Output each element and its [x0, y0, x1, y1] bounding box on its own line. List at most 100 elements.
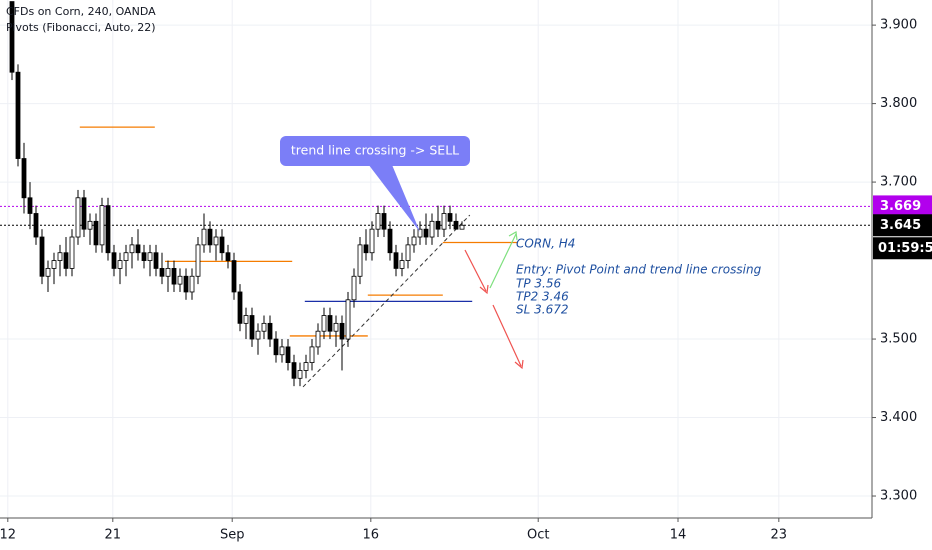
- candle-body: [399, 260, 405, 269]
- notes: CORN, H4 Entry: Pivot Point and trend li…: [516, 237, 762, 317]
- y-tick-label: 3.900: [880, 18, 917, 33]
- y-tick-label: 3.700: [880, 175, 917, 190]
- candle-body: [387, 228, 393, 254]
- candle-body: [213, 236, 219, 246]
- callout-text: trend line crossing -> SELL: [291, 143, 459, 158]
- candle-body: [81, 197, 87, 230]
- candle-body: [273, 338, 279, 356]
- candle-body: [249, 315, 255, 340]
- candle-body: [441, 213, 447, 230]
- x-tick-label: 16: [363, 528, 380, 543]
- price-axis-bg: [872, 0, 932, 550]
- x-tick-label: Sep: [220, 528, 245, 543]
- candle-body: [327, 315, 333, 332]
- candle-body: [411, 236, 417, 246]
- candle-body: [15, 71, 21, 159]
- candle-body: [171, 268, 177, 285]
- candle-body: [459, 224, 465, 230]
- candle-body: [267, 322, 273, 340]
- candle-body: [381, 213, 387, 230]
- candle-body: [39, 236, 45, 277]
- candle-body: [237, 291, 243, 324]
- candle-body: [447, 213, 453, 222]
- candle-body: [111, 252, 117, 269]
- candle-body: [261, 322, 267, 332]
- callout: trend line crossing -> SELL: [280, 136, 470, 232]
- candle-body: [147, 252, 153, 261]
- candle-body: [369, 228, 375, 254]
- x-tick-label: 21: [105, 528, 122, 543]
- candle-body: [375, 213, 381, 230]
- candle-body: [453, 220, 459, 230]
- trend-line: [302, 214, 471, 388]
- candle-body: [99, 205, 105, 246]
- y-tick-label: 3.400: [880, 410, 917, 425]
- candle-body: [69, 236, 75, 269]
- candle-body: [255, 330, 261, 340]
- y-tick-label: 3.500: [880, 332, 917, 347]
- candle-body: [405, 244, 411, 261]
- candle-body: [423, 228, 429, 238]
- arrow: [489, 233, 517, 289]
- arrow-head: [479, 284, 489, 295]
- candle-body: [9, 1, 15, 73]
- candle-body: [201, 228, 207, 246]
- candle-body: [123, 252, 129, 261]
- chart-subtitle: Pivots (Fibonacci, Auto, 22): [6, 21, 156, 34]
- alert-label: 3.669: [880, 199, 921, 214]
- candle-body: [231, 260, 237, 293]
- candle-body: [75, 197, 81, 238]
- note: CORN, H4: [516, 237, 575, 251]
- candle-body: [117, 260, 123, 269]
- y-tick-label: 3.300: [880, 489, 917, 504]
- x-tick-label: Oct: [527, 528, 549, 543]
- candle-body: [339, 322, 345, 340]
- time-axis-bg: [0, 518, 932, 550]
- candle-body: [333, 322, 339, 332]
- arrow-head: [514, 359, 524, 370]
- candle-body: [315, 330, 321, 348]
- arrow: [492, 304, 522, 367]
- arrow: [464, 249, 487, 292]
- candle-body: [285, 346, 291, 363]
- candle-body: [105, 205, 111, 254]
- note: SL 3.672: [516, 303, 568, 317]
- alert-box: [873, 195, 932, 218]
- candle-body: [303, 362, 309, 371]
- candle-body: [417, 228, 423, 238]
- candle-body: [141, 252, 147, 261]
- candle-body: [393, 252, 399, 269]
- candle-body: [321, 315, 327, 332]
- candle-body: [429, 220, 435, 238]
- x-tick-label: 12: [0, 528, 16, 543]
- arrow-head: [508, 231, 518, 241]
- candle-body: [63, 252, 69, 269]
- candle-body: [21, 158, 27, 199]
- candle-body: [183, 275, 189, 293]
- candle-body: [27, 197, 33, 214]
- candle-body: [207, 228, 213, 246]
- note: TP 3.56: [516, 277, 561, 291]
- candle-body: [159, 268, 165, 277]
- candle-body: [195, 244, 201, 277]
- candle-body: [297, 370, 303, 379]
- x-tick-label: 14: [670, 528, 687, 543]
- last-price-box: [873, 214, 932, 237]
- candle-body: [279, 346, 285, 356]
- candle-body: [291, 362, 297, 379]
- candle-body: [93, 220, 99, 246]
- x-tick-label: 23: [771, 528, 788, 543]
- candle-body: [177, 275, 183, 285]
- candle-body: [243, 315, 249, 324]
- arrows: [464, 231, 524, 370]
- callout-box: [280, 136, 470, 166]
- candle-body: [87, 220, 93, 230]
- chart-title: CFDs on Corn, 240, OANDA: [6, 5, 156, 18]
- candle-body: [45, 268, 51, 277]
- candle-body: [345, 299, 351, 340]
- candle-body: [225, 252, 231, 261]
- candle-body: [435, 220, 441, 230]
